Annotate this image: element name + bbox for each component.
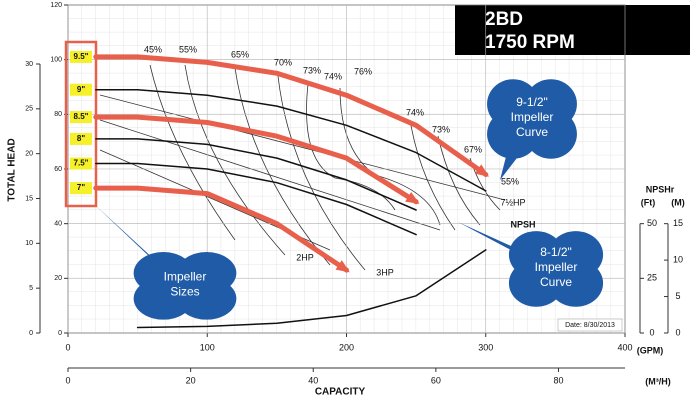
callout-cloud xyxy=(155,263,215,307)
x-tick-label: 400 xyxy=(617,342,632,352)
callout-text: Curve xyxy=(516,125,548,139)
x2-unit: (M³/H) xyxy=(645,376,671,386)
y-tick-label: 60 xyxy=(54,166,62,173)
callout-text: 8-1/2" xyxy=(540,245,572,259)
date: Date: 8/30/2013 xyxy=(565,322,615,329)
y-tick-label: 40 xyxy=(54,221,62,228)
x-axis-title: CAPACITY xyxy=(315,387,366,398)
size-label: 8" xyxy=(77,134,85,143)
size-label-bg xyxy=(70,50,92,63)
y-tick-label: 120 xyxy=(50,2,62,9)
size-label: 8.5" xyxy=(74,112,89,121)
chart-title: 2BD xyxy=(485,9,523,30)
hp-label: 3HP xyxy=(376,267,394,277)
hp-label: 7½HP xyxy=(500,197,525,207)
y2-tick-label: 5 xyxy=(675,291,680,301)
y-axis-title: TOTAL HEAD xyxy=(7,138,18,201)
callout-cloud xyxy=(505,93,559,143)
chart-subtitle: 1750 RPM xyxy=(485,32,575,53)
size-label-bg xyxy=(70,111,92,124)
size-label-bg xyxy=(70,157,92,170)
y-tick-label: 20 xyxy=(25,151,33,158)
highlight-arrow xyxy=(93,54,489,177)
efficiency-label: 76% xyxy=(354,66,372,76)
series-line xyxy=(95,88,487,192)
x-unit: (GPM) xyxy=(637,345,664,355)
callout-text: 9-1/2" xyxy=(516,95,548,109)
efficiency-label: 73% xyxy=(303,65,321,75)
x-tick-label: 300 xyxy=(478,342,493,352)
title-box xyxy=(455,5,690,55)
efficiency-label: 45% xyxy=(144,44,162,54)
x-tick-label: 100 xyxy=(200,342,215,352)
x-tick-label: 0 xyxy=(65,375,70,385)
callout-cloud xyxy=(528,244,584,292)
y2-tick-label: 10 xyxy=(673,254,683,264)
arrow-head xyxy=(405,191,420,204)
size-label: 7.5" xyxy=(74,159,89,168)
impeller-box xyxy=(64,40,98,208)
callout-text: Impeller xyxy=(164,270,207,284)
hp-label: 2HP xyxy=(296,252,314,262)
size-label: 7" xyxy=(77,183,85,192)
y-tick-label: 30 xyxy=(25,61,33,68)
y2-tick-label: 50 xyxy=(647,218,657,228)
efficiency-label: 74% xyxy=(324,71,342,81)
x-tick-label: 40 xyxy=(308,375,318,385)
arrow-head xyxy=(335,260,350,273)
size-label: 9.5" xyxy=(74,52,89,61)
efficiency-label: 74% xyxy=(406,107,424,117)
y-tick-label: 100 xyxy=(50,57,62,64)
size-label-bg xyxy=(70,83,92,96)
npsh-label: NPSH xyxy=(510,219,535,229)
efficiency-label: 70% xyxy=(274,57,292,67)
y2-unit-ft: (Ft) xyxy=(641,197,656,207)
series-line xyxy=(95,162,417,236)
y-tick-label: 5 xyxy=(29,285,33,292)
x-tick-label: 80 xyxy=(553,375,563,385)
y2-tick-label: 25 xyxy=(647,273,657,283)
efficiency-label: 55% xyxy=(501,176,519,186)
y-tick-label: 15 xyxy=(25,195,33,202)
x-tick-label: 20 xyxy=(186,375,196,385)
series-line xyxy=(95,138,417,211)
x-tick-label: 60 xyxy=(431,375,441,385)
efficiency-label: 65% xyxy=(231,49,249,59)
y-tick-label: 25 xyxy=(25,106,33,113)
callout-text: Curve xyxy=(540,275,572,289)
series-line xyxy=(136,249,487,329)
efficiency-label: 73% xyxy=(432,124,450,134)
size-label-bg xyxy=(70,132,92,145)
y-tick-label: 0 xyxy=(29,330,33,337)
callout-text: Impeller xyxy=(511,110,554,124)
arrow-head xyxy=(474,164,490,177)
y-tick-label: 0 xyxy=(58,330,62,337)
callout-text: Impeller xyxy=(535,260,578,274)
highlight-arrow xyxy=(93,185,349,273)
y2-tick-label: 0 xyxy=(649,327,654,337)
size-label: 9" xyxy=(77,85,85,94)
y2-unit-m: (M) xyxy=(671,197,685,207)
efficiency-label: 55% xyxy=(179,44,197,54)
x-tick-label: 200 xyxy=(339,342,354,352)
y2-label: NPSHr xyxy=(646,184,675,194)
y2-tick-label: 15 xyxy=(673,218,683,228)
callout-text: Sizes xyxy=(170,285,199,299)
size-label-bg xyxy=(70,182,92,195)
y2-tick-label: 0 xyxy=(675,327,680,337)
y-tick-label: 80 xyxy=(54,111,62,118)
y-tick-label: 10 xyxy=(25,240,33,247)
x-tick-label: 0 xyxy=(65,342,70,352)
date-box xyxy=(557,318,623,332)
highlight-arrow xyxy=(93,114,419,205)
efficiency-label: 67% xyxy=(464,144,482,154)
y-tick-label: 20 xyxy=(54,275,62,282)
